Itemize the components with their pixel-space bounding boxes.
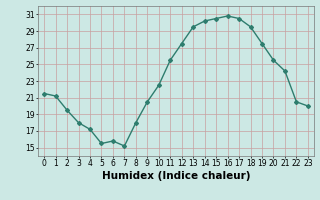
X-axis label: Humidex (Indice chaleur): Humidex (Indice chaleur) [102,171,250,181]
